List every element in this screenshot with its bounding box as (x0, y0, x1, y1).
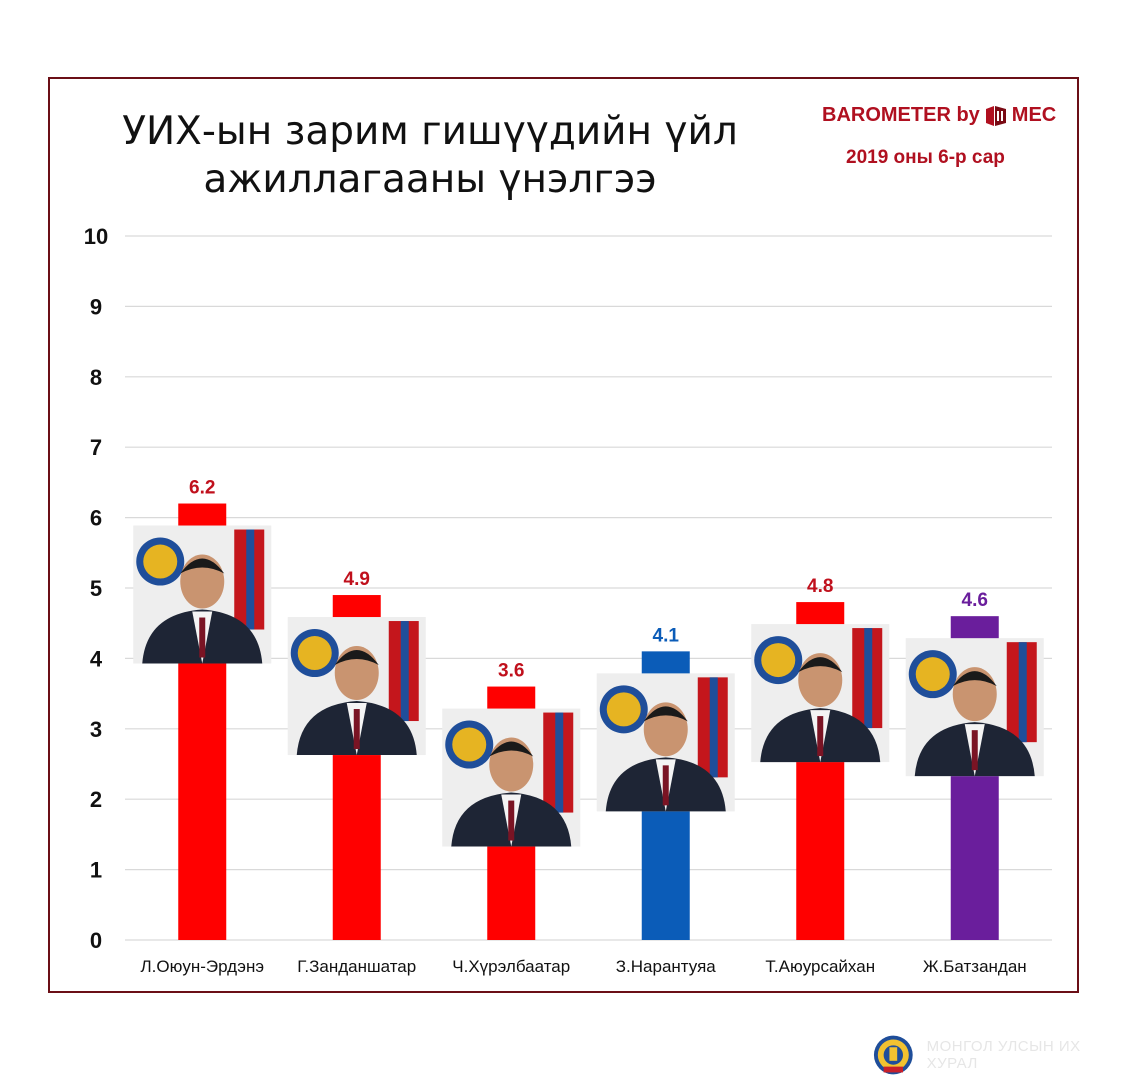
y-tick-label: 0 (90, 928, 102, 953)
member-photo (905, 638, 1044, 777)
member-photo (751, 624, 890, 763)
bar-value-label: 4.9 (344, 569, 370, 590)
chart-subtitle: 2019 оны 6-р сар (846, 147, 1005, 168)
bar-value-label: 4.8 (807, 576, 833, 597)
y-tick-label: 3 (90, 717, 102, 742)
member-photo (133, 525, 272, 664)
x-category-label: З.Нарантуяа (616, 957, 717, 976)
member-photo (287, 617, 426, 756)
x-category-label: Ж.Батзандан (923, 957, 1027, 976)
bar-value-label: 6.2 (189, 478, 215, 499)
mec-logo-icon (985, 105, 1006, 126)
y-tick-label: 8 (90, 365, 102, 390)
title-line-1: УИХ-ын зарим гишүүдийн үйл (122, 109, 738, 154)
y-tick-label: 5 (90, 576, 102, 601)
bar-value-label: 4.1 (653, 625, 680, 646)
member-photo (596, 673, 735, 812)
x-category-label: Т.Аюурсайхан (765, 957, 875, 976)
y-tick-label: 6 (90, 506, 102, 531)
y-tick-label: 4 (90, 646, 103, 671)
brand-header: BAROMETER by MEC (822, 104, 1056, 127)
footer-watermark: МОНГОЛ УЛСЫН ИХ ХУРАЛ (872, 1033, 1130, 1077)
y-tick-label: 10 (84, 224, 108, 249)
brand-right-text: MEC (1011, 104, 1057, 126)
x-category-label: Ч.Хүрэлбаатар (452, 957, 570, 976)
bar-value-label: 3.6 (498, 661, 524, 682)
x-category-label: Г.Занданшатар (297, 957, 416, 976)
footer-text: МОНГОЛ УЛСЫН ИХ ХУРАЛ (926, 1038, 1081, 1072)
y-tick-label: 2 (90, 787, 102, 812)
title-line-2: ажиллагааны үнэлгээ (203, 157, 657, 202)
brand-left-text: BAROMETER by (822, 104, 980, 126)
bar-value-label: 4.6 (962, 590, 988, 611)
x-category-label: Л.Оюун-Эрдэнэ (140, 957, 264, 976)
y-tick-label: 7 (90, 435, 102, 460)
y-tick-label: 1 (90, 858, 102, 883)
y-tick-label: 9 (90, 294, 102, 319)
chart-title: УИХ-ын зарим гишүүдийн үйл ажиллагааны ү… (60, 108, 800, 204)
state-emblem-icon (873, 1035, 913, 1075)
member-photo (442, 708, 581, 847)
